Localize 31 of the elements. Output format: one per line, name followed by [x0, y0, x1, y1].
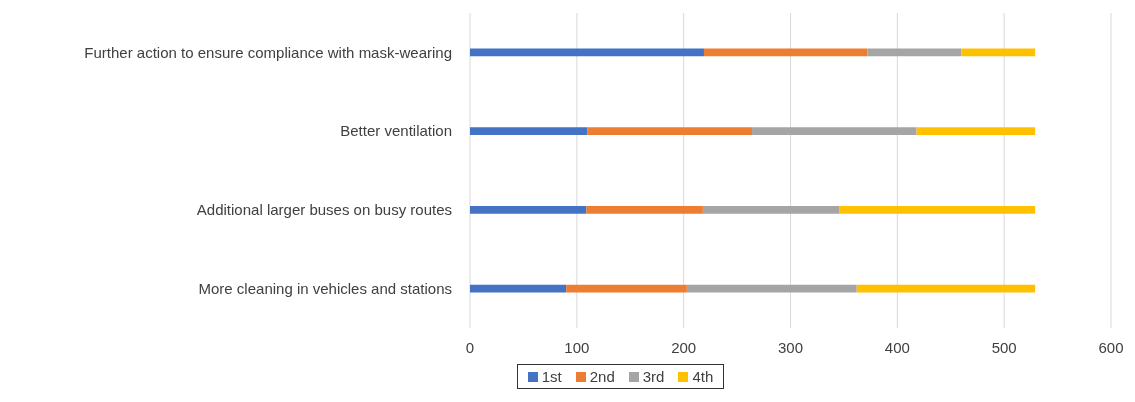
bar	[752, 127, 917, 136]
bar	[703, 48, 868, 57]
x-tick-label: 300	[777, 338, 804, 356]
bar	[586, 205, 703, 214]
bar	[916, 127, 1036, 136]
legend-label: 2nd	[588, 368, 615, 385]
y-tick-label: Additional larger buses on busy routes	[196, 201, 452, 219]
legend-label: 3rd	[641, 368, 665, 385]
bar	[566, 284, 687, 293]
y-tick-label: More cleaning in vehicles and stations	[198, 279, 452, 297]
bar	[856, 284, 1036, 293]
x-tick-label: 500	[991, 338, 1017, 356]
bar	[587, 127, 753, 136]
x-tick-label: 600	[1098, 338, 1124, 356]
bar	[470, 127, 588, 136]
legend-label: 1st	[540, 368, 562, 385]
bar	[470, 284, 567, 293]
bar	[702, 205, 840, 214]
y-tick-label: Better ventilation	[340, 122, 452, 140]
bar	[470, 205, 587, 214]
y-tick-label: Further action to ensure compliance with mask-wearing	[84, 43, 452, 61]
x-tick-label: 0	[465, 338, 475, 356]
bar	[839, 205, 1036, 214]
bar	[686, 284, 857, 293]
bar	[961, 48, 1036, 57]
x-tick-label: 100	[564, 338, 590, 356]
x-tick-label: 200	[671, 338, 697, 356]
x-tick-label: 400	[884, 338, 910, 356]
legend-label: 4th	[691, 368, 714, 385]
bar	[867, 48, 962, 57]
bar	[470, 48, 704, 57]
